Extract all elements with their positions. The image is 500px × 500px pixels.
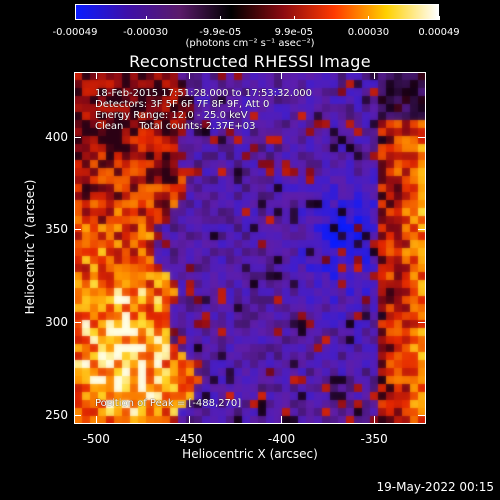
x-tick-label: -400	[267, 432, 296, 446]
y-tick-label: 350	[45, 222, 68, 237]
y-tick-mark	[74, 229, 81, 231]
x-tick-mark	[188, 416, 190, 423]
y-tick-mark	[418, 322, 425, 324]
colorbar-tick-mark	[145, 16, 147, 20]
colorbar	[75, 4, 439, 20]
x-tick-mark	[281, 416, 283, 423]
x-tick-label: -450	[175, 432, 203, 446]
info-time-range: 18-Feb-2015 17:51:28.000 to 17:53:32.000	[95, 88, 313, 99]
x-tick-label: -350	[360, 432, 388, 446]
colorbar-tick-label: 0.00049	[418, 27, 460, 38]
colorbar-tick-mark	[439, 16, 440, 20]
colorbar-tick-mark	[75, 16, 76, 20]
colorbar-tick-mark	[368, 16, 370, 20]
x-tick-mark	[188, 72, 190, 79]
y-tick-mark	[74, 322, 81, 324]
colorbar-tick-label: -9.9e-05	[199, 27, 242, 38]
x-tick-mark	[374, 416, 376, 423]
colorbar-tick-label: -0.00030	[123, 27, 169, 38]
info-detectors: Detectors: 3F 5F 6F 7F 8F 9F, Att 0	[95, 99, 270, 110]
plot-frame	[74, 72, 426, 424]
y-tick-label: 400	[45, 129, 68, 144]
colorbar-tick-mark	[220, 16, 222, 20]
x-tick-mark	[281, 72, 283, 79]
info-energy-range: Energy Range: 12.0 - 25.0 keV	[95, 110, 248, 121]
x-tick-mark	[96, 72, 98, 79]
info-peak-position: Position of Peak = [-488,270]	[95, 398, 242, 409]
colorbar-tick-label: -0.00049	[52, 27, 98, 38]
x-tick-label: -500	[82, 432, 110, 446]
colorbar-tick-label: 0.00030	[347, 27, 390, 38]
info-method-counts: Clean Total counts: 2.37E+03	[95, 121, 256, 132]
x-tick-mark	[96, 416, 98, 423]
footer-timestamp: 19-May-2022 00:15	[376, 480, 494, 494]
x-tick-mark	[374, 72, 376, 79]
y-tick-mark	[418, 136, 425, 138]
chart-title: Reconstructed RHESSI Image	[129, 52, 371, 71]
y-tick-mark	[418, 229, 425, 231]
colorbar-units-label: (photons cm⁻² s⁻¹ asec⁻²)	[185, 38, 315, 49]
colorbar-tick-label: 9.9e-05	[274, 27, 313, 38]
y-axis-label: Heliocentric Y (arcsec)	[23, 179, 37, 315]
colorbar-tick-mark	[293, 16, 295, 20]
heatmap-image	[74, 72, 426, 424]
y-tick-label: 300	[45, 315, 68, 330]
y-tick-mark	[74, 414, 81, 416]
y-tick-mark	[74, 136, 81, 138]
x-axis-label: Heliocentric X (arcsec)	[182, 447, 318, 461]
y-tick-label: 250	[45, 407, 68, 422]
y-tick-mark	[418, 414, 425, 416]
